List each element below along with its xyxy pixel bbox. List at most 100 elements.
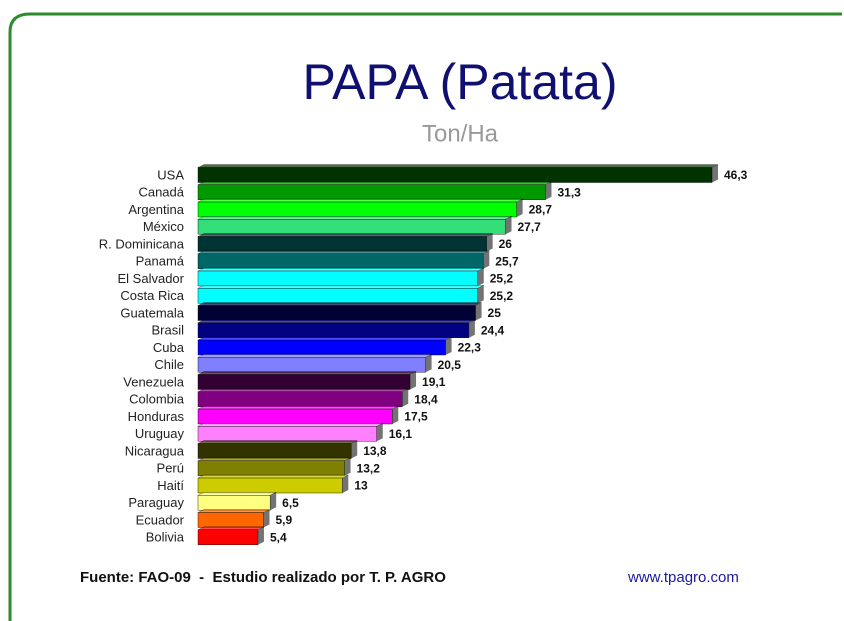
category-label: Cuba — [153, 340, 185, 355]
value-label: 25,7 — [495, 254, 519, 268]
value-label: 26 — [499, 237, 513, 251]
bar-side — [505, 216, 512, 235]
value-label: 6,5 — [282, 496, 299, 510]
value-label: 25,2 — [490, 272, 514, 286]
bar — [197, 201, 517, 218]
bar-side — [468, 319, 475, 338]
bar — [197, 184, 546, 200]
bar — [197, 391, 403, 407]
bar-top — [197, 423, 383, 427]
bar — [197, 219, 506, 235]
category-label: Colombia — [129, 392, 185, 407]
value-label: 20,5 — [438, 358, 462, 372]
chart-title: PAPA (Patata) — [303, 54, 618, 110]
bar-side — [344, 457, 351, 476]
category-label: Costa Rica — [120, 288, 184, 303]
bar-side — [257, 526, 264, 545]
category-label: México — [143, 219, 184, 234]
bar — [197, 374, 411, 390]
value-label: 18,4 — [414, 392, 438, 406]
bar-top — [197, 492, 277, 496]
value-label: 24,4 — [481, 323, 505, 337]
category-label: Panamá — [136, 254, 185, 269]
value-label: 13,8 — [363, 444, 387, 458]
bar — [197, 512, 264, 528]
bar-top — [197, 216, 512, 220]
bar — [197, 495, 271, 511]
bar-side — [410, 371, 417, 390]
bar — [197, 477, 343, 494]
bar-top — [197, 250, 490, 254]
bar — [197, 443, 352, 459]
category-label: USA — [157, 167, 184, 182]
category-label: Paraguay — [128, 495, 184, 510]
bar-side — [263, 509, 270, 528]
value-label: 17,5 — [404, 410, 428, 424]
value-label: 16,1 — [389, 427, 413, 441]
bar — [197, 322, 470, 338]
category-label: Brasil — [151, 323, 184, 338]
category-label: Canadá — [138, 185, 184, 200]
bar-side — [477, 285, 484, 304]
bar-top — [197, 509, 270, 513]
bar-side — [445, 337, 452, 355]
bar — [197, 288, 478, 304]
bar-side — [342, 475, 349, 493]
bar-side — [477, 268, 484, 286]
bar — [197, 357, 426, 373]
bar — [197, 253, 484, 269]
bar-top — [197, 526, 265, 530]
category-label: Guatemala — [120, 305, 184, 320]
bar-top — [197, 319, 475, 323]
value-label: 19,1 — [422, 375, 446, 389]
bar-top — [197, 371, 417, 375]
value-label: 13,2 — [357, 461, 381, 475]
category-label: El Salvador — [118, 271, 185, 286]
bar-top — [197, 164, 719, 168]
chart-subtitle: Ton/Ha — [422, 120, 499, 147]
value-label: 5,9 — [275, 513, 292, 527]
bar-top — [197, 285, 484, 289]
bar — [197, 460, 345, 476]
bar-top — [197, 198, 523, 203]
value-label: 25,2 — [490, 289, 514, 303]
bar-top — [197, 474, 349, 479]
bar-side — [486, 233, 493, 252]
category-label: Chile — [154, 357, 184, 372]
bar — [197, 270, 478, 287]
category-label: Haití — [157, 478, 184, 493]
value-label: 31,3 — [557, 185, 581, 199]
category-label: Ecuador — [136, 512, 185, 527]
bar-top — [197, 440, 358, 444]
bar-top — [197, 388, 409, 392]
footer-url: www.tpagro.com — [627, 569, 739, 586]
bar-side — [425, 354, 432, 373]
bar — [197, 305, 476, 321]
bar — [197, 236, 487, 252]
footer-source: Fuente: FAO-09 - Estudio realizado por T… — [80, 569, 446, 586]
value-label: 27,7 — [518, 220, 542, 234]
bar-top — [197, 181, 552, 185]
bar-side — [351, 440, 358, 459]
category-label: Argentina — [128, 202, 184, 217]
bar-top — [197, 405, 399, 410]
value-label: 5,4 — [270, 530, 287, 544]
bar — [197, 529, 259, 545]
bar-side — [712, 164, 718, 183]
value-label: 13 — [354, 479, 368, 493]
bar — [197, 426, 377, 442]
bar — [197, 167, 713, 183]
bar-top — [197, 336, 452, 341]
category-label: Venezuela — [123, 374, 184, 389]
category-label: R. Dominicana — [99, 236, 185, 251]
bar-side — [475, 302, 482, 321]
bar-top — [197, 233, 493, 237]
bar-side — [376, 423, 383, 442]
bar-side — [392, 406, 399, 424]
bar-side — [545, 181, 552, 200]
card-border — [8, 12, 842, 621]
bar-top — [197, 267, 484, 272]
bar — [197, 408, 393, 425]
bar-side — [270, 492, 277, 511]
